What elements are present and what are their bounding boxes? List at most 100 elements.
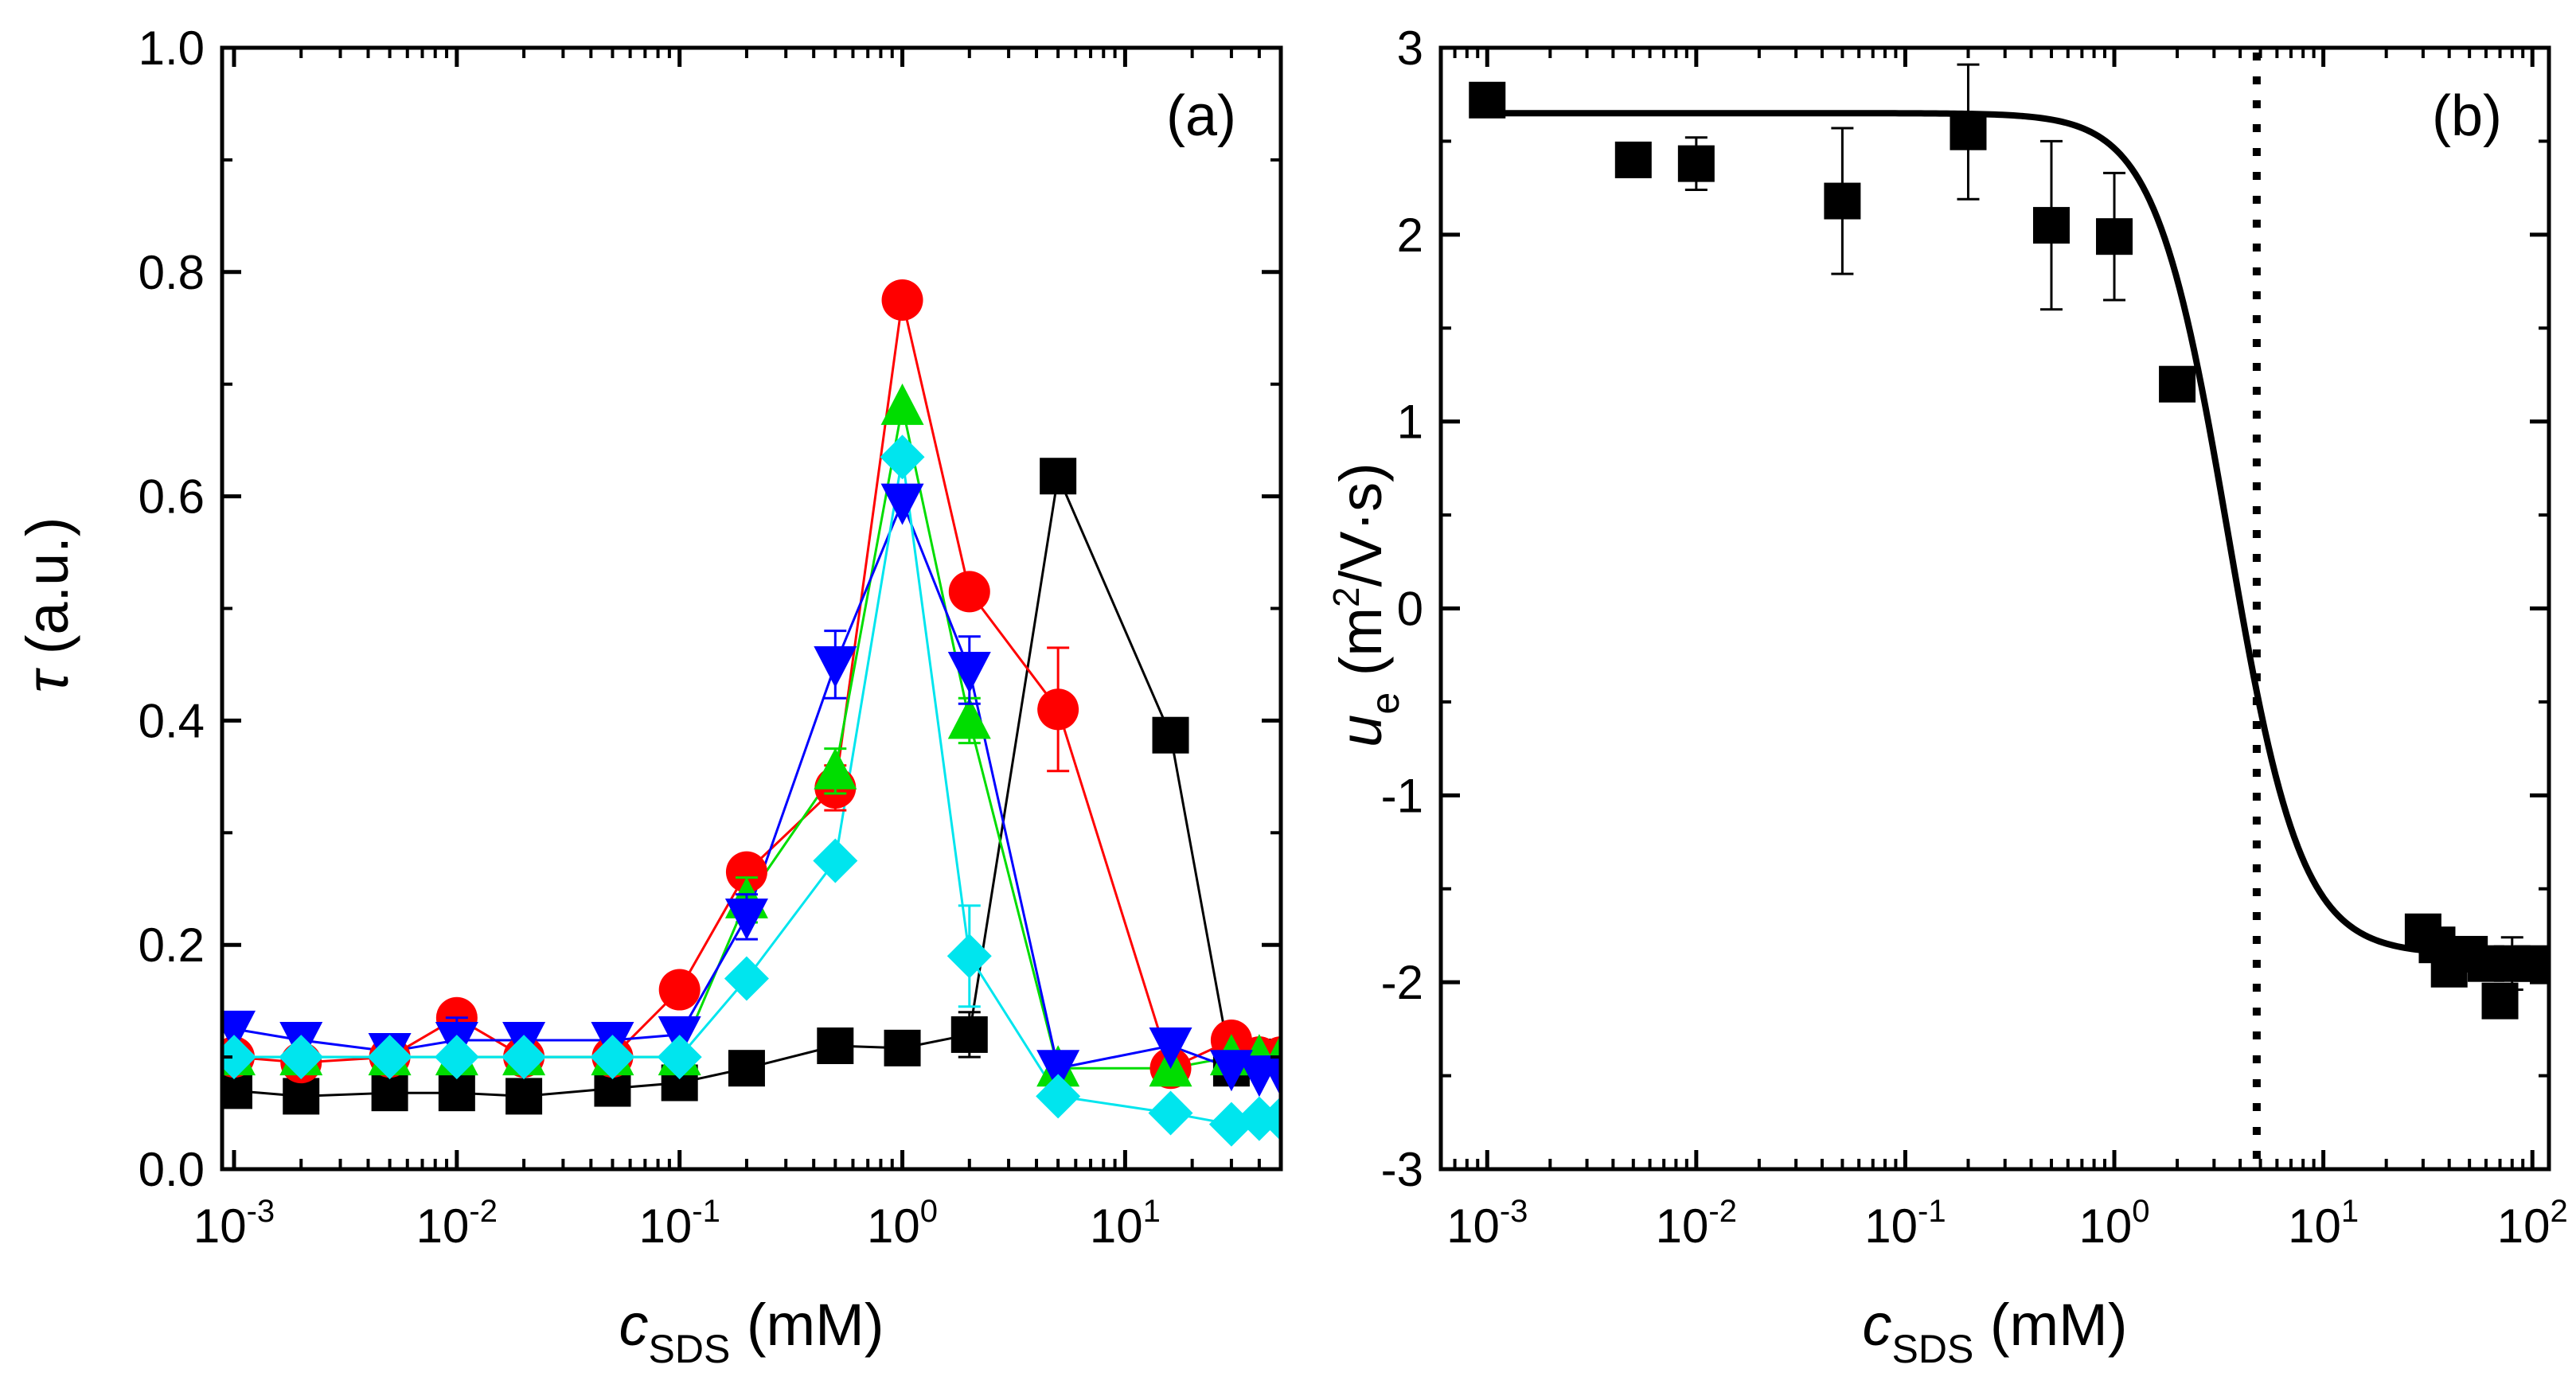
series-1-point-9 bbox=[881, 279, 923, 322]
panel-a-ytick-label-3: 0.6 bbox=[139, 470, 205, 524]
series-4-point-9 bbox=[880, 435, 925, 480]
series-0-point-8 bbox=[817, 1027, 854, 1065]
panel-a-ytick-label-0: 0.0 bbox=[139, 1143, 205, 1196]
panel-b-plot-area bbox=[1469, 53, 2549, 1164]
panel-b-xtick-exp-2: -1 bbox=[1918, 1194, 1946, 1229]
mobility-point-3 bbox=[1824, 182, 1861, 220]
series-1-line bbox=[233, 299, 1281, 1070]
panel-a-ytick-label-1: 0.2 bbox=[139, 918, 205, 972]
series-4-point-15 bbox=[1259, 1096, 1281, 1141]
panel-b-xtick-base-4: 10 bbox=[2288, 1199, 2341, 1253]
panel-a-ytick-label-2: 0.4 bbox=[139, 694, 205, 747]
mobility-point-0 bbox=[1469, 81, 1506, 119]
mobility-point-6 bbox=[2096, 218, 2133, 255]
series-0-point-7 bbox=[728, 1050, 765, 1087]
panel-b-ylabel-sub: e bbox=[1363, 692, 1407, 715]
series-4-line bbox=[234, 457, 1281, 1126]
panel-b-xlabel-unit: (mM) bbox=[1973, 1292, 2127, 1358]
panel-a-frame bbox=[220, 45, 1283, 1172]
series-3-point-10 bbox=[947, 651, 991, 693]
panel-b-xtick-label-3: 100 bbox=[2079, 1194, 2150, 1253]
panel-b-xtick-exp-1: -2 bbox=[1708, 1194, 1737, 1229]
series-0-point-3 bbox=[438, 1074, 475, 1112]
panel-b-xtick-label-5: 102 bbox=[2497, 1194, 2568, 1253]
panel-b-xlabel-symbol: c bbox=[1863, 1292, 1892, 1358]
panel-a-xtick-exp-4: 1 bbox=[1143, 1194, 1161, 1229]
panel-a-xtick-exp-0: -3 bbox=[247, 1194, 275, 1229]
panel-a-xtick-label-3: 100 bbox=[867, 1194, 938, 1253]
series-1-point-11 bbox=[1037, 688, 1079, 731]
panel-a-xtick-base-4: 10 bbox=[1090, 1199, 1143, 1253]
panel-b-ytick-label-4: -1 bbox=[1381, 769, 1423, 822]
panel-b-xtick-exp-0: -3 bbox=[1500, 1194, 1528, 1229]
series-4-point-1 bbox=[279, 1035, 324, 1080]
panel-b-frame bbox=[1438, 45, 2551, 1172]
panel-b-xtick-label-1: 10-2 bbox=[1656, 1194, 1737, 1253]
panel-b-xtick-base-5: 10 bbox=[2497, 1199, 2551, 1253]
series-0-point-10 bbox=[950, 1016, 988, 1053]
mobility-point-1 bbox=[1614, 141, 1652, 178]
panel-a-xtick-base-2: 10 bbox=[639, 1199, 693, 1253]
series-4-point-2 bbox=[367, 1035, 412, 1080]
series-4-point-5 bbox=[590, 1035, 635, 1080]
panel-a-xtick-exp-3: 0 bbox=[920, 1194, 938, 1229]
panel-a-ylabel-unit: (a.u.) bbox=[14, 517, 80, 671]
panel-a-ylabel: τ (a.u.) bbox=[14, 517, 80, 693]
panel-a-xlabel-symbol: c bbox=[619, 1292, 649, 1358]
panel-a-xtick-label-1: 10-2 bbox=[416, 1194, 498, 1253]
series-3-point-8 bbox=[814, 645, 857, 688]
series-3-line bbox=[233, 498, 1281, 1075]
series-2-point-8 bbox=[814, 747, 857, 790]
panel-b-xtick-label-0: 10-3 bbox=[1446, 1194, 1528, 1253]
series-0-point-1 bbox=[283, 1078, 320, 1115]
panel-b-xtick-base-1: 10 bbox=[1656, 1199, 1709, 1253]
panel-a-ytick-label-5: 1.0 bbox=[139, 21, 205, 75]
series-1-point-7 bbox=[725, 851, 767, 893]
panel-a-xtick-label-4: 101 bbox=[1090, 1194, 1161, 1253]
series-4-point-8 bbox=[813, 838, 858, 883]
panel-b-xlabel-sub: SDS bbox=[1892, 1327, 1974, 1371]
panel-a-xlabel-sub: SDS bbox=[649, 1327, 731, 1371]
series-1-point-6 bbox=[658, 969, 701, 1011]
fit-curve bbox=[1489, 110, 2531, 957]
panel-a-xtick-exp-1: -2 bbox=[469, 1194, 498, 1229]
series-4-point-3 bbox=[434, 1035, 479, 1080]
panel-a-ylabel-symbol: τ bbox=[14, 667, 80, 692]
panel-a-xtick-label-2: 10-1 bbox=[639, 1194, 720, 1253]
panel-b-ylabel-symbol: u bbox=[1328, 715, 1394, 747]
panel-b-ytick-label-0: 3 bbox=[1397, 21, 1423, 75]
series-4-point-4 bbox=[502, 1035, 547, 1080]
panel-a-xtick-base-1: 10 bbox=[416, 1199, 470, 1253]
mobility-point-7 bbox=[2159, 365, 2196, 403]
panel-a-xtick-exp-2: -1 bbox=[692, 1194, 720, 1229]
series-3-point-9 bbox=[880, 483, 924, 525]
panel-b-xtick-exp-3: 0 bbox=[2132, 1194, 2149, 1229]
panel-b-ytick-label-1: 2 bbox=[1397, 209, 1423, 262]
series-0-point-2 bbox=[371, 1074, 408, 1112]
panel-a-label: (a) bbox=[1166, 84, 1236, 148]
panel-b-xtick-exp-5: 2 bbox=[2550, 1194, 2567, 1229]
series-3-point-7 bbox=[724, 898, 768, 940]
panel-b-xlabel: cSDS (mM) bbox=[1863, 1292, 2128, 1371]
series-4-point-6 bbox=[657, 1035, 702, 1080]
panel-b-ylabel-unit-open: (m bbox=[1328, 607, 1394, 692]
panel-a-xtick-base-0: 10 bbox=[193, 1199, 247, 1253]
series-4-point-12 bbox=[1148, 1090, 1193, 1136]
mobility-point-5 bbox=[2032, 207, 2070, 244]
panel-a-xlabel: cSDS (mM) bbox=[619, 1292, 884, 1371]
series-3-point-15 bbox=[1259, 1055, 1281, 1098]
series-3-point-11 bbox=[1036, 1050, 1080, 1092]
series-4-point-11 bbox=[1036, 1074, 1081, 1119]
series-0-point-4 bbox=[505, 1078, 543, 1115]
series-2-point-9 bbox=[880, 383, 924, 425]
series-4-point-7 bbox=[724, 956, 769, 1001]
panel-b-ytick-label-3: 0 bbox=[1397, 583, 1423, 636]
panel-b-ylabel: ue (m2/V·s) bbox=[1325, 462, 1407, 747]
panel-b-ytick-label-5: -2 bbox=[1381, 956, 1423, 1009]
panel-a-xtick-label-0: 10-3 bbox=[193, 1194, 275, 1253]
series-0-point-0 bbox=[222, 1072, 252, 1109]
